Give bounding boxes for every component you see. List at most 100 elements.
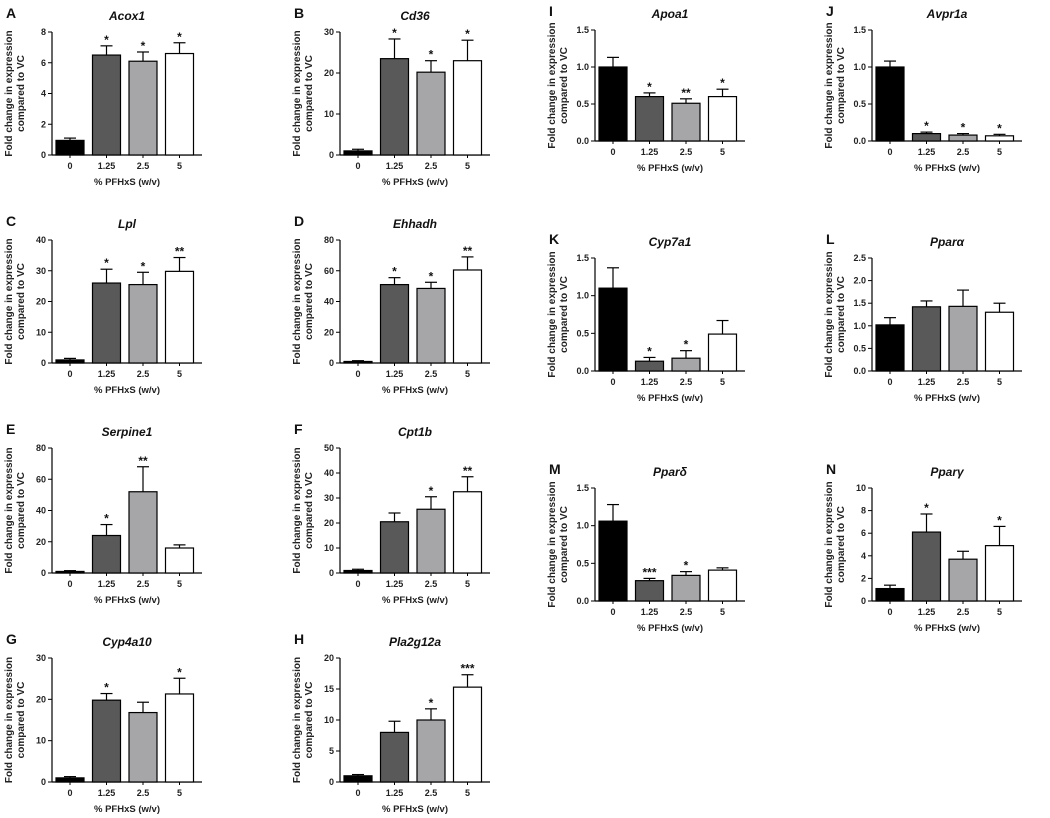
y-tick-label: 1.0 <box>576 291 589 301</box>
y-tick-label: 0 <box>41 150 46 160</box>
y-tick-label: 80 <box>324 235 334 245</box>
x-axis-label: % PFHxS (w/v) <box>914 623 980 634</box>
bar <box>875 66 905 142</box>
bar <box>91 282 122 364</box>
x-tick-label: 2.5 <box>680 147 693 157</box>
significance-mark: * <box>647 344 652 358</box>
bar <box>128 283 158 364</box>
bar <box>416 71 446 156</box>
x-tick-label: 0 <box>887 607 892 617</box>
panel-title: Cyp4a10 <box>102 635 152 649</box>
y-tick-label: 6 <box>41 58 46 68</box>
bar <box>671 102 701 142</box>
y-tick-label: 40 <box>324 297 334 307</box>
panel-f: F Cpt1b 0 10 20 30 40 50 0 1.25 * 2.5 ** 5 % PFHxS (w/… <box>292 421 490 606</box>
y-tick-label: 0.5 <box>853 99 866 109</box>
x-tick-label: 0 <box>67 369 72 379</box>
x-tick-label: 2.5 <box>425 161 438 171</box>
bar <box>55 777 85 783</box>
significance-mark: * <box>720 76 725 90</box>
y-tick-label: 20 <box>324 518 334 528</box>
bar <box>91 54 122 156</box>
y-axis-label: compared to VC <box>16 55 27 132</box>
y-tick-label: 10 <box>324 543 334 553</box>
x-tick-label: 1.25 <box>918 607 936 617</box>
panel-letter: J <box>826 3 834 19</box>
y-axis-label: compared to VC <box>304 55 315 132</box>
y-tick-label: 10 <box>856 483 866 493</box>
y-tick-label: 0 <box>329 358 334 368</box>
significance-mark: * <box>465 27 470 41</box>
y-axis-label: compared to VC <box>836 506 847 583</box>
x-tick-label: 1.25 <box>918 147 936 157</box>
x-axis-label: % PFHxS (w/v) <box>382 804 448 815</box>
x-tick-label: 2.5 <box>137 161 150 171</box>
significance-mark: ** <box>463 464 473 478</box>
y-tick-label: 20 <box>36 537 46 547</box>
y-tick-label: 2.0 <box>853 276 866 286</box>
x-axis-label: % PFHxS (w/v) <box>94 385 160 396</box>
y-axis-label: Fold change in expression <box>4 447 15 573</box>
significance-mark: * <box>647 80 652 94</box>
x-tick-label: 0 <box>610 377 615 387</box>
y-tick-label: 0.5 <box>576 328 589 338</box>
bar <box>707 569 738 602</box>
significance-mark: * <box>961 121 966 135</box>
bar <box>984 135 1015 142</box>
y-axis-label: Fold change in expression <box>547 251 558 377</box>
y-axis-label: Fold change in expression <box>4 238 15 364</box>
x-tick-label: 2.5 <box>137 369 150 379</box>
x-tick-label: 2.5 <box>680 377 693 387</box>
panel-title: Cd36 <box>400 9 430 23</box>
bar <box>379 731 410 783</box>
y-tick-label: 0.5 <box>576 99 589 109</box>
x-axis-label: % PFHxS (w/v) <box>382 385 448 396</box>
significance-mark: * <box>997 121 1002 135</box>
bar <box>128 60 158 156</box>
significance-mark: * <box>141 39 146 53</box>
y-axis-label: compared to VC <box>304 682 315 759</box>
x-tick-label: 0 <box>610 607 615 617</box>
bar <box>55 570 85 574</box>
significance-mark: * <box>924 501 929 515</box>
panel-letter: D <box>294 213 304 229</box>
y-axis-label: Fold change in expression <box>547 22 558 148</box>
panel-n: N Pparγ 0 2 4 6 8 10 0 * 1.25 2.5 * 5 % PFHxS (w/v) Fol… <box>824 461 1022 634</box>
significance-mark: * <box>104 33 109 47</box>
x-axis-label: % PFHxS (w/v) <box>94 804 160 815</box>
bar <box>875 324 905 372</box>
y-tick-label: 10 <box>36 327 46 337</box>
panel-title: Cyp7a1 <box>649 235 692 249</box>
x-tick-label: 1.25 <box>641 377 659 387</box>
y-tick-label: 1.0 <box>576 62 589 72</box>
panel-c: C Lpl 0 10 20 30 40 0 * 1.25 * 2.5 ** 5 % PFHxS (w/v) F… <box>4 213 202 396</box>
x-tick-label: 1.25 <box>98 369 116 379</box>
y-axis-label: compared to VC <box>836 47 847 124</box>
panel-l: L Pparα 0.0 0.5 1.0 1.5 2.0 2.5 0 1.25 2.5 5 % PFHxS… <box>824 231 1022 404</box>
panel-title: Avpr1a <box>926 7 968 21</box>
significance-mark: * <box>429 269 434 283</box>
x-tick-label: 1.25 <box>386 369 404 379</box>
y-tick-label: 0.0 <box>576 366 589 376</box>
y-tick-label: 20 <box>36 694 46 704</box>
x-tick-label: 2.5 <box>680 607 693 617</box>
bar <box>55 359 85 364</box>
y-tick-label: 0 <box>861 596 866 606</box>
x-tick-label: 5 <box>720 607 725 617</box>
y-tick-label: 8 <box>861 506 866 516</box>
y-tick-label: 1.0 <box>853 62 866 72</box>
y-tick-label: 0 <box>329 150 334 160</box>
y-axis-label: compared to VC <box>559 276 570 353</box>
bar <box>598 287 628 372</box>
x-tick-label: 5 <box>465 579 470 589</box>
y-tick-label: 10 <box>324 109 334 119</box>
y-tick-label: 60 <box>324 266 334 276</box>
bar <box>164 693 195 783</box>
panel-h: H Pla2g12a 0 5 10 15 20 0 1.25 * 2.5 *** 5 % PFHxS (w… <box>292 631 490 815</box>
y-axis-label: Fold change in expression <box>292 30 303 156</box>
bar <box>671 357 701 372</box>
bar <box>128 711 158 783</box>
y-axis-label: Fold change in expression <box>547 481 558 607</box>
x-axis-label: % PFHxS (w/v) <box>382 177 448 188</box>
